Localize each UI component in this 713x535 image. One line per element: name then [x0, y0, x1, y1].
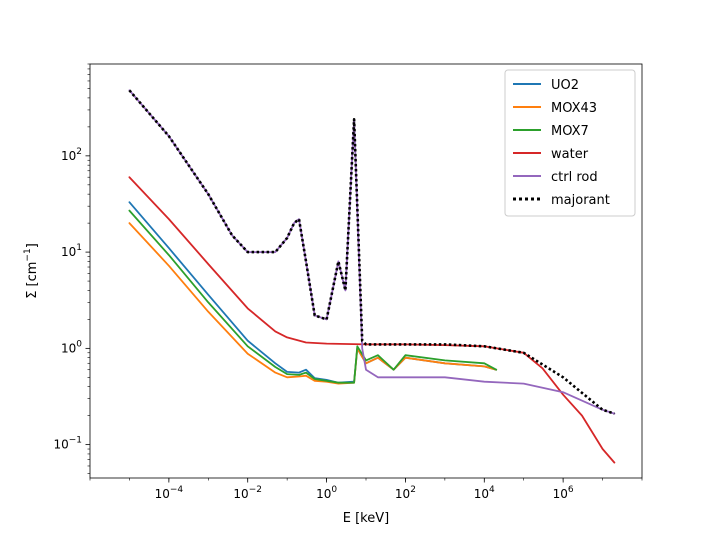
x-tick-label: 10−4: [155, 485, 184, 501]
legend-label: majorant: [551, 193, 610, 208]
x-tick-label: 100: [316, 485, 337, 501]
y-tick-label: 101: [61, 243, 82, 259]
series-line-mox7: [128, 209, 498, 384]
series-line-majorant: [128, 89, 615, 415]
x-tick-label: 10−2: [233, 485, 262, 501]
y-tick-label: 100: [61, 339, 82, 355]
y-tick-label: 10−1: [53, 436, 82, 452]
ticks-layer: 10−4 10−2 100 102 104 106 10−1 100 101 102: [53, 63, 643, 501]
y-axis-title-close: ]: [25, 243, 40, 248]
legend-label: UO2: [551, 78, 579, 93]
x-tick-label: 102: [395, 485, 416, 501]
x-tick-label: 106: [553, 485, 574, 501]
y-axis-title: Σ [cm−1]: [23, 243, 40, 299]
legend: UO2 MOX43 MOX7 water ctrl rod majorant: [504, 69, 636, 217]
legend-label: water: [551, 147, 589, 162]
y-axis-title-exponent: −1: [23, 248, 33, 261]
plot-frame: [89, 63, 643, 479]
legend-label: MOX43: [551, 101, 597, 116]
x-tick-label: 104: [474, 485, 495, 501]
legend-label: ctrl rod: [551, 170, 598, 185]
series-layer: [128, 89, 616, 464]
x-axis-title: E [keV]: [343, 511, 389, 526]
y-axis-title-main: Σ [cm: [25, 262, 40, 299]
y-tick-label: 102: [61, 147, 82, 163]
legend-label: MOX7: [551, 124, 589, 139]
